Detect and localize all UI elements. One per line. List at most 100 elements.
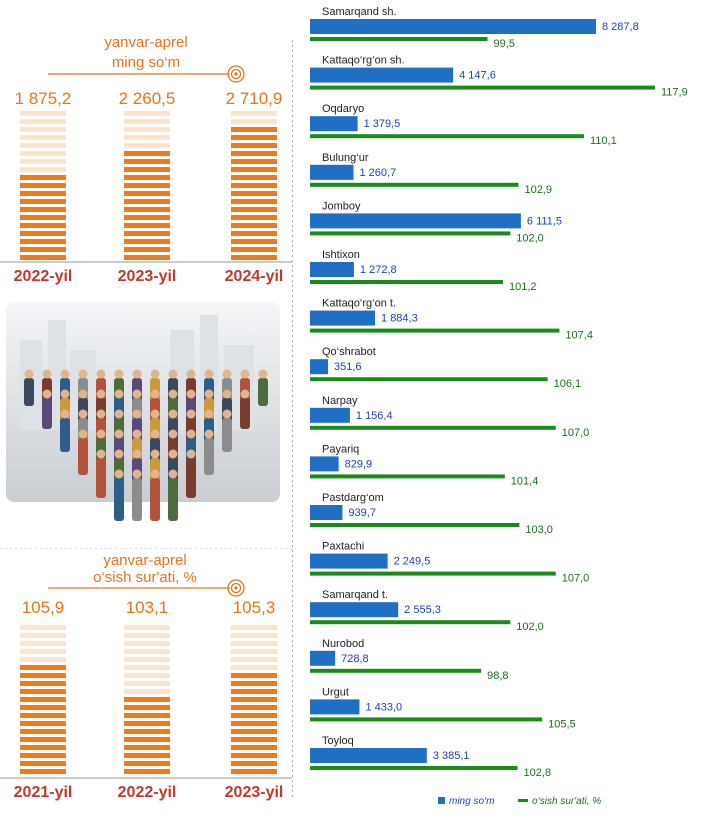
district-value-label: 1 260,7 xyxy=(360,167,397,179)
district-growth-label: 103,0 xyxy=(525,524,553,536)
bottom-year-label: 2021-yil xyxy=(14,784,73,801)
district-value-bar xyxy=(310,505,343,520)
bottom-value-label: 105,9 xyxy=(22,598,65,617)
district-name: Samarqand sh. xyxy=(322,6,397,18)
district-name: Samarqand t. xyxy=(322,589,388,601)
bottom-value-label: 105,3 xyxy=(233,598,276,617)
district-value-bar xyxy=(310,19,596,34)
district-growth-bar xyxy=(310,766,518,770)
district-growth-label: 105,5 xyxy=(548,718,576,730)
district-name: Jomboy xyxy=(322,200,361,212)
district-growth-bar xyxy=(310,620,511,625)
district-growth-bar xyxy=(310,571,556,576)
district-value-label: 3 385,1 xyxy=(433,750,470,762)
district-growth-bar xyxy=(310,328,560,333)
district-name: Toyloq xyxy=(322,735,354,747)
panel-divider xyxy=(292,40,293,800)
district-growth-label: 106,1 xyxy=(554,378,582,390)
district-value-label: 2 555,3 xyxy=(404,604,441,616)
bottom-year-label: 2023-yil xyxy=(225,784,284,801)
top-title-line1: yanvar-aprel xyxy=(104,34,187,51)
district-value-label: 1 272,8 xyxy=(360,264,397,276)
bottom-target-icon xyxy=(227,579,245,597)
district-name: Pastdarg‘om xyxy=(322,492,384,504)
district-value-label: 728,8 xyxy=(341,653,369,665)
district-growth-label: 101,2 xyxy=(509,281,537,293)
district-growth-label: 107,0 xyxy=(562,427,590,439)
district-growth-bar xyxy=(310,523,520,527)
district-growth-bar xyxy=(310,280,503,284)
bottom-year-label: 2022-yil xyxy=(118,784,177,801)
district-growth-bar xyxy=(310,425,556,430)
district-growth-label: 102,0 xyxy=(516,621,544,633)
district-value-bar xyxy=(310,359,328,375)
district-value-bar xyxy=(310,602,399,618)
district-value-label: 4 147,6 xyxy=(459,70,496,82)
district-growth-label: 102,9 xyxy=(524,184,552,196)
district-value-label: 351,6 xyxy=(334,361,362,373)
top-bar xyxy=(20,111,66,260)
top-year-label: 2024-yil xyxy=(225,268,284,285)
top-value-label: 1 875,2 xyxy=(15,89,72,108)
legend-swatch-green xyxy=(518,799,528,802)
district-value-label: 829,9 xyxy=(345,458,373,470)
top-target-icon xyxy=(227,65,245,83)
district-growth-bar xyxy=(310,85,655,90)
top-annual-chart: yanvar-aprel ming so‘m 1 875,2 2022-yil 2 … xyxy=(0,34,292,285)
district-value-label: 2 249,5 xyxy=(394,556,431,568)
district-value-bar xyxy=(310,650,336,666)
district-name: Qo‘shrabot xyxy=(322,346,376,358)
district-growth-bar xyxy=(310,474,505,479)
top-bar xyxy=(231,111,277,260)
district-growth-label: 102,0 xyxy=(516,232,544,244)
district-value-bar xyxy=(310,699,360,715)
district-growth-bar xyxy=(310,134,584,139)
district-growth-bar xyxy=(310,668,482,673)
bottom-title-line1: yanvar-aprel xyxy=(103,552,186,569)
district-growth-bar xyxy=(310,377,548,382)
district-name: Narpay xyxy=(322,395,358,407)
district-value-label: 1 156,4 xyxy=(356,410,393,422)
district-value-bar xyxy=(310,213,521,229)
district-value-bar xyxy=(310,748,427,763)
district-value-label: 939,7 xyxy=(348,507,376,519)
district-growth-bar xyxy=(310,182,519,187)
district-growth-label: 101,4 xyxy=(511,475,539,487)
bottom-bar xyxy=(231,625,277,774)
bottom-bars: 105,9 2021-yil 103,1 2022-yil 105,3 2023-yil xyxy=(14,598,284,801)
district-name: Bulung‘ur xyxy=(322,152,369,164)
legend: ming so‘m o‘sish sur'ati, % xyxy=(438,796,601,807)
crowd-illustration xyxy=(0,290,292,548)
district-value-label: 8 287,8 xyxy=(602,21,639,33)
district-value-bar xyxy=(310,67,454,83)
district-name: Kattaqo‘rg‘on sh. xyxy=(322,55,405,67)
district-name: Payariq xyxy=(322,443,359,455)
top-value-label: 2 710,9 xyxy=(226,89,283,108)
top-bar xyxy=(124,111,170,260)
district-panel: Samarqand sh. 8 287,8 99,5 Kattaqo‘rg‘on sh… xyxy=(304,0,717,817)
district-value-label: 1 433,0 xyxy=(365,701,402,713)
top-value-label: 2 260,5 xyxy=(119,89,176,108)
district-chart: Samarqand sh. 8 287,8 99,5 Kattaqo‘rg‘on sh… xyxy=(310,6,688,807)
district-name: Kattaqo‘rg‘on t. xyxy=(322,298,396,310)
district-growth-label: 99,5 xyxy=(494,38,515,50)
district-value-bar xyxy=(310,310,376,326)
district-value-label: 1 379,5 xyxy=(364,118,401,130)
legend-label-blue: ming so‘m xyxy=(449,796,495,807)
district-name: Paxtachi xyxy=(322,541,364,553)
district-growth-bar xyxy=(310,231,511,236)
district-value-bar xyxy=(310,407,350,423)
bottom-bar xyxy=(124,625,170,774)
district-growth-label: 110,1 xyxy=(590,135,617,147)
top-year-label: 2023-yil xyxy=(118,268,177,285)
district-value-label: 6 111,5 xyxy=(527,215,562,227)
district-value-bar xyxy=(310,553,388,569)
district-value-bar xyxy=(310,116,358,132)
top-title-line2: ming so‘m xyxy=(112,54,180,71)
top-bars: 1 875,2 2022-yil 2 260,5 2023-yil 2 710,9 202… xyxy=(14,89,284,285)
legend-label-green: o‘sish sur'ati, % xyxy=(532,796,601,807)
district-name: Urgut xyxy=(322,686,349,698)
district-name: Oqdaryo xyxy=(322,103,364,115)
district-growth-label: 117,9 xyxy=(661,87,688,99)
district-growth-bar xyxy=(310,717,543,722)
